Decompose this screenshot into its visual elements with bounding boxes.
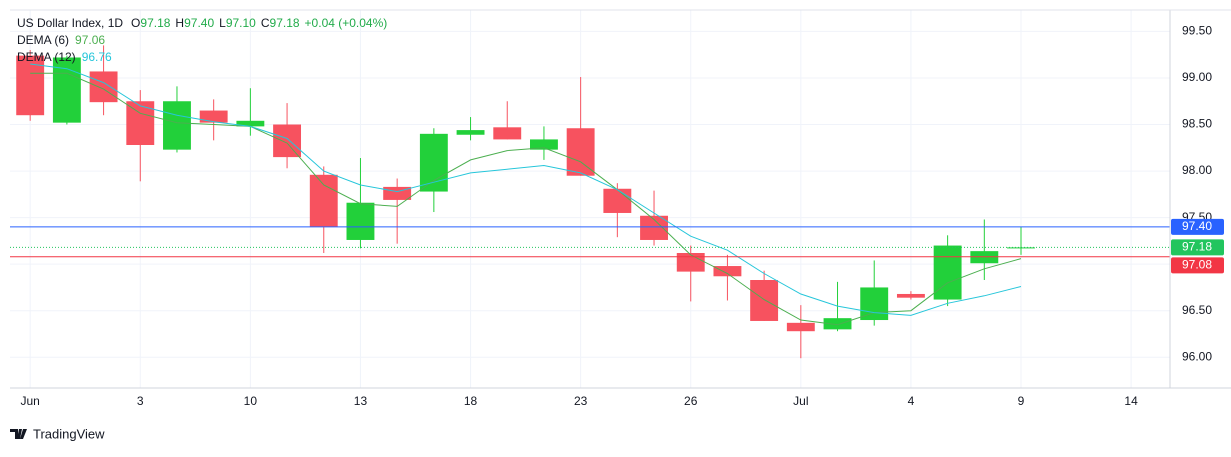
candle-body (89, 71, 118, 103)
y-tick-label: 98.00 (1182, 163, 1212, 177)
footer-brand: TradingView (33, 426, 105, 441)
legend: US Dollar Index, 1D O97.18 H97.40 L97.10 C97… (17, 16, 387, 64)
price-label: 97.18 (1182, 240, 1212, 254)
y-tick-label: 96.00 (1182, 349, 1212, 363)
candle-body (163, 101, 191, 150)
y-tick-label: 96.50 (1182, 303, 1212, 317)
x-tick-label: Jun (21, 394, 40, 408)
candle-body (493, 127, 522, 140)
legend-value: 97.06 (75, 33, 105, 47)
x-tick-label: Jul (793, 394, 808, 408)
candle-body (566, 128, 595, 176)
x-tick-label: 10 (244, 394, 258, 408)
y-tick-label: 98.50 (1182, 117, 1212, 131)
price-label-box (1171, 239, 1224, 256)
candle-body (309, 174, 338, 227)
ohlc-value: 97.10 (226, 16, 256, 30)
y-tick-label: 99.00 (1182, 70, 1212, 84)
candle-body (16, 55, 45, 116)
x-tick-label: 13 (354, 394, 368, 408)
x-tick-label: 4 (908, 394, 915, 408)
plot (10, 45, 1170, 359)
price-label: 97.40 (1182, 219, 1212, 233)
price-label-box (1171, 218, 1224, 235)
candle-body (419, 133, 448, 192)
indicator-line (30, 72, 1022, 326)
ohlc-value: 97.18 (140, 16, 170, 30)
x-tick-label: 18 (464, 394, 478, 408)
candle-body (786, 322, 815, 332)
legend-value: 96.76 (82, 50, 112, 64)
legend-name: DEMA (6) (17, 33, 69, 47)
x-tick-label: 23 (574, 394, 588, 408)
candle-body (199, 110, 228, 123)
candle-body (713, 266, 742, 277)
candle-body (750, 280, 779, 321)
x-tick-label: 26 (684, 394, 698, 408)
ohlc-key: L (219, 16, 226, 30)
legend-title: US Dollar Index, 1D O97.18 H97.40 L97.10 C97… (17, 16, 387, 30)
candle-body (456, 130, 485, 135)
price-label: 97.08 (1182, 258, 1212, 272)
symbol-title: US Dollar Index, 1D (17, 16, 123, 30)
ohlc-key: H (175, 16, 184, 30)
axes: 96.0096.5097.0097.5098.0098.5099.0099.50… (21, 24, 1224, 408)
candle-body (236, 120, 265, 127)
legend-entry: DEMA (12) 96.76 (17, 50, 112, 64)
ohlc-value: 97.40 (184, 16, 214, 30)
candle-body (346, 202, 375, 240)
candle-body (933, 245, 962, 300)
price-label-box (1171, 257, 1224, 274)
ohlc-key: C (261, 16, 270, 30)
change: +0.04 (+0.04%) (305, 16, 388, 30)
footer: TradingView (10, 426, 105, 441)
ohlc-key: O (131, 16, 140, 30)
logo-icon (10, 429, 27, 439)
candle-body (273, 124, 302, 158)
candle-body (896, 293, 925, 298)
x-tick-label: 9 (1018, 394, 1025, 408)
candle-body (603, 188, 632, 213)
legend-entry: DEMA (6) 97.06 (17, 33, 105, 47)
ohlc-value: 97.18 (270, 16, 300, 30)
candle-body (860, 287, 889, 321)
candle-body (823, 318, 852, 330)
candle-body (530, 139, 558, 150)
grid (10, 10, 1170, 388)
legend-name: DEMA (12) (17, 50, 76, 64)
x-tick-label: 14 (1124, 394, 1138, 408)
candle-body (126, 101, 155, 145)
candle-body (676, 253, 705, 272)
y-tick-label: 99.50 (1182, 24, 1212, 38)
x-tick-label: 3 (137, 394, 144, 408)
indicator-line (30, 63, 1022, 316)
